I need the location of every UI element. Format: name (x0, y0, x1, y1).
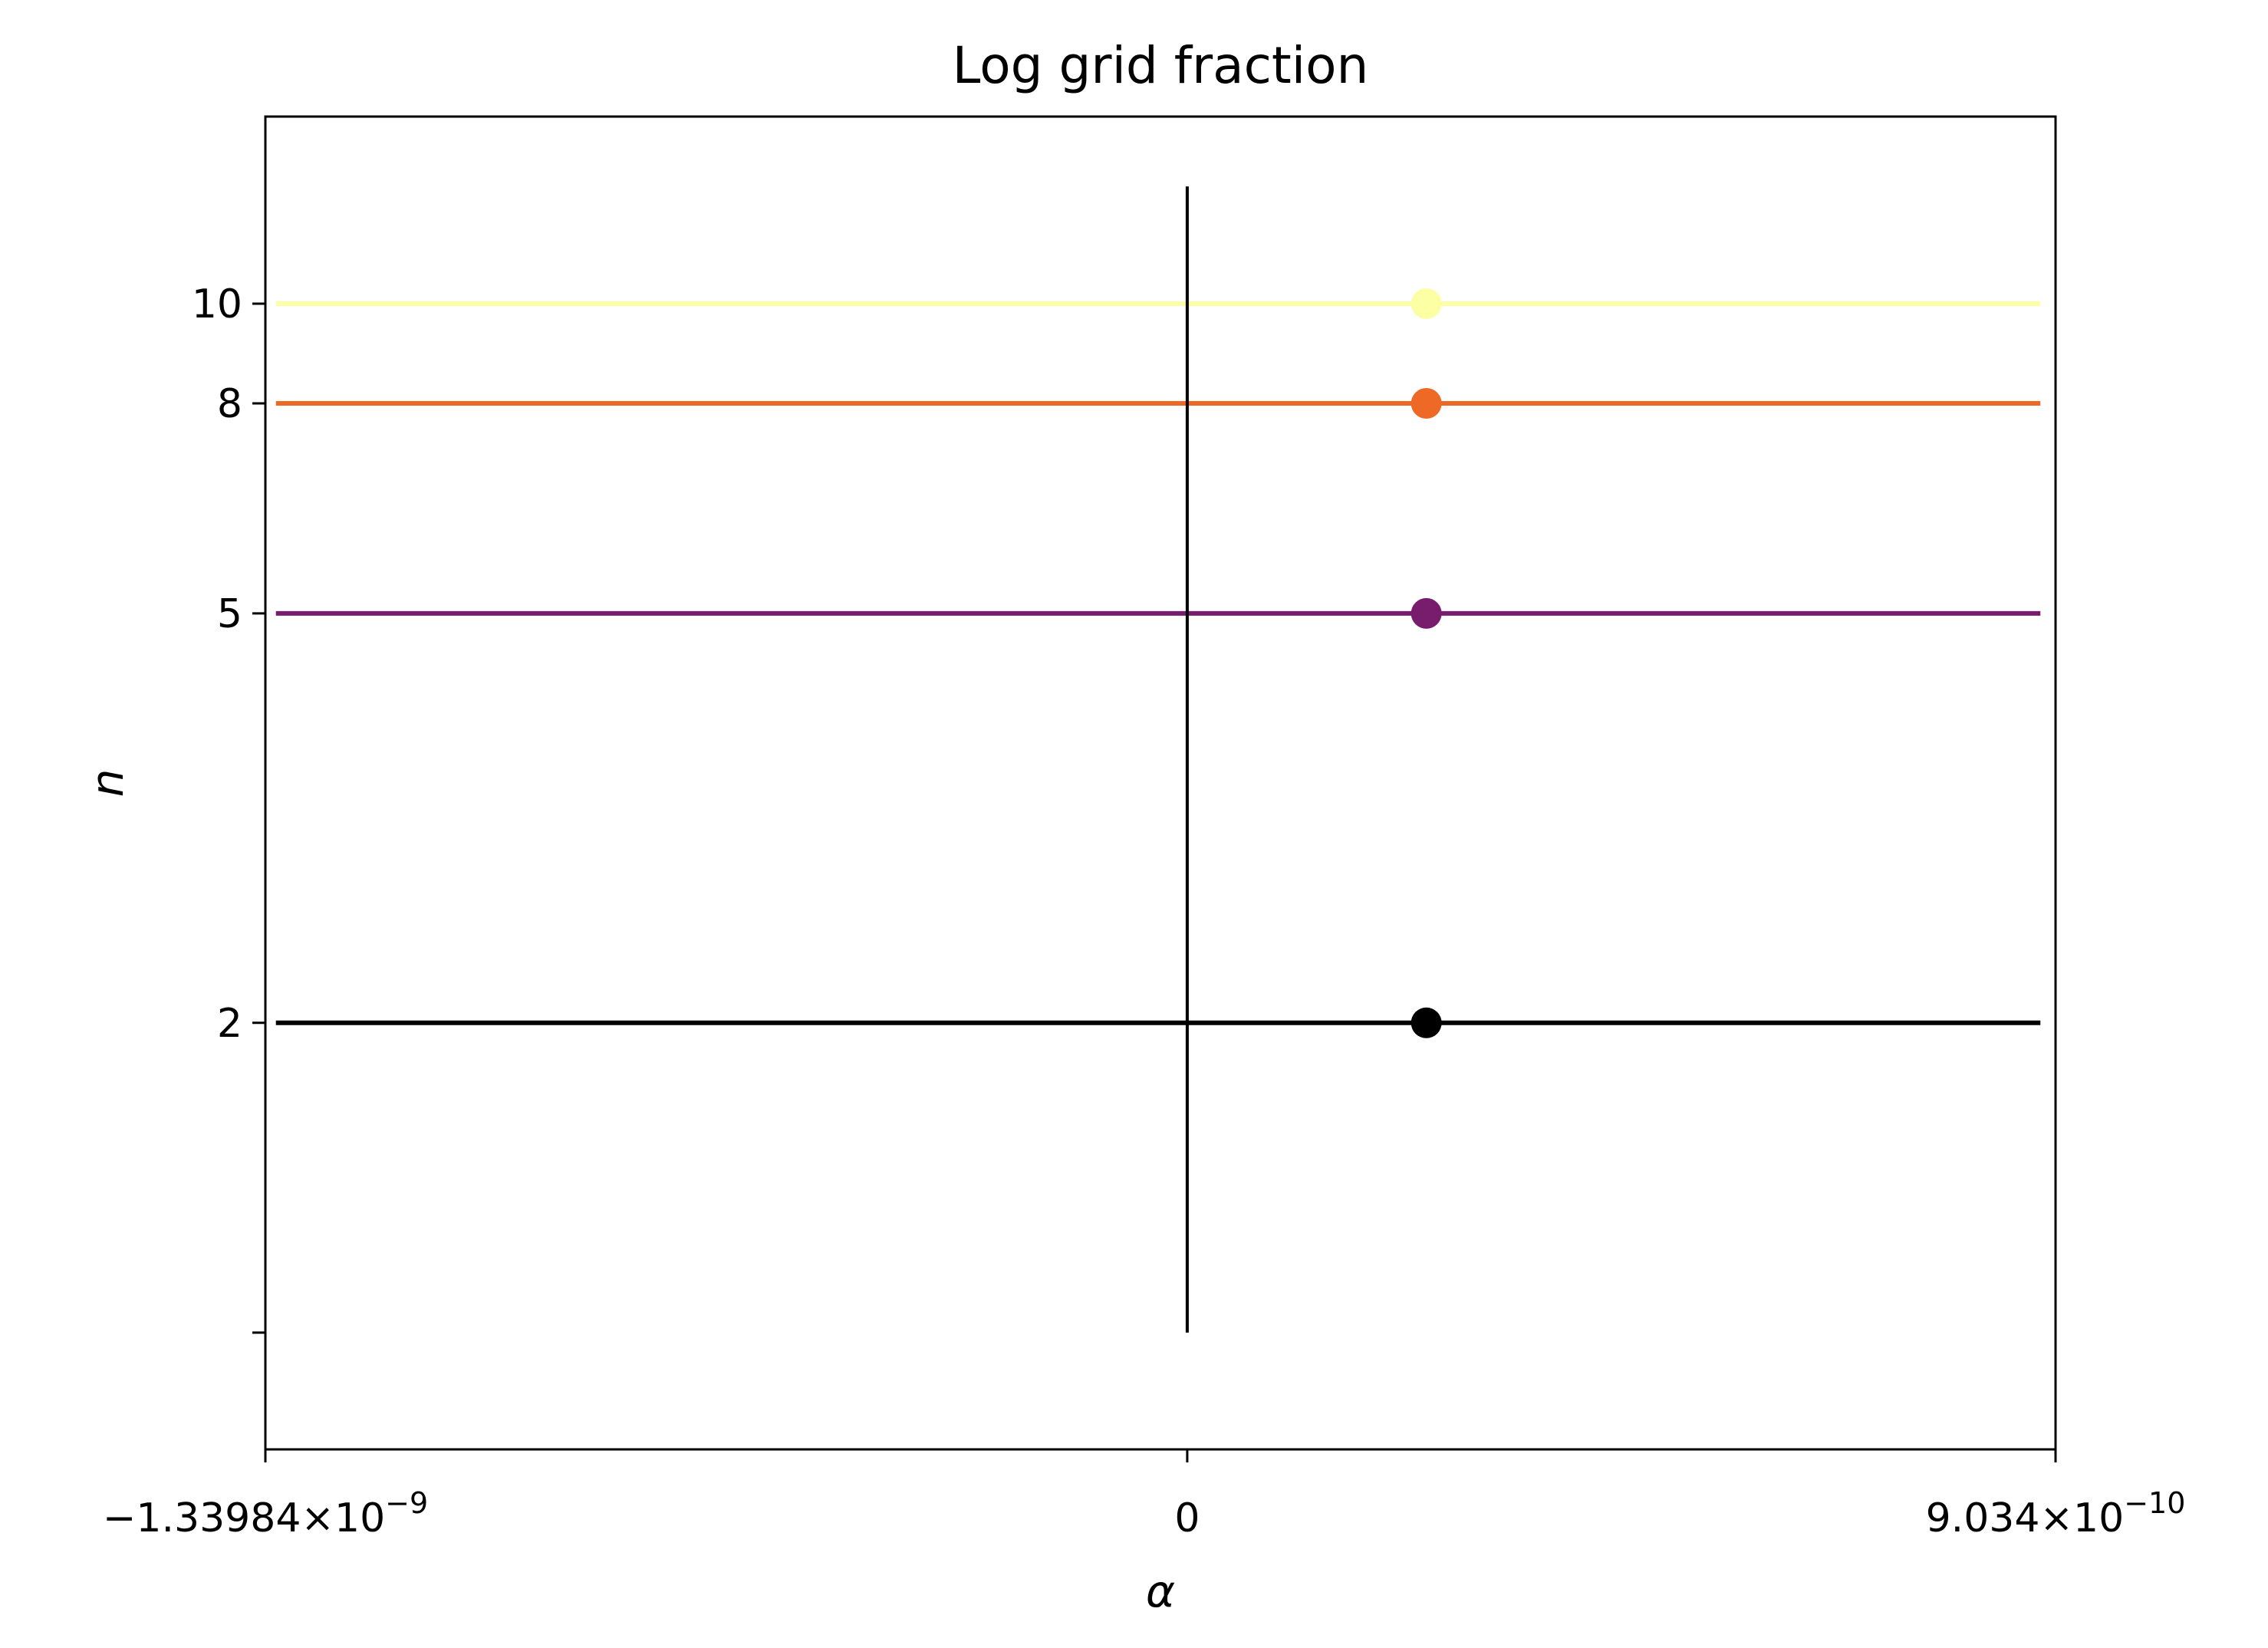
x-tick-label: 0 (1174, 1495, 1200, 1541)
x-tick-label: −1.33984×10−9 (103, 1486, 428, 1541)
x-tick-label: 9.034×10−10 (1926, 1486, 2186, 1541)
marker-layer (1411, 288, 1442, 1038)
series-marker-n-2 (1411, 1007, 1442, 1038)
y-tick-label: 5 (217, 591, 242, 637)
plot-frame (264, 115, 2057, 1451)
y-tick-label: 2 (217, 1001, 242, 1047)
series-marker-n-5 (1411, 597, 1442, 629)
y-axis-label: n (81, 769, 133, 798)
x-axis-ticks: −1.33984×10−9 0 9.034×10−10 (103, 1449, 2186, 1541)
plot-area (265, 117, 2056, 1449)
series-marker-n-8 (1411, 388, 1442, 419)
series-marker-n-10 (1411, 288, 1442, 319)
y-tick-label: 8 (217, 381, 242, 427)
x-axis-label: α (1146, 1565, 1175, 1617)
chart-title: Log grid fraction (953, 36, 1369, 95)
series-layer (275, 301, 2041, 1025)
y-tick-label: 10 (192, 281, 242, 327)
y-axis-ticks: 2 5 8 10 (192, 281, 265, 1334)
